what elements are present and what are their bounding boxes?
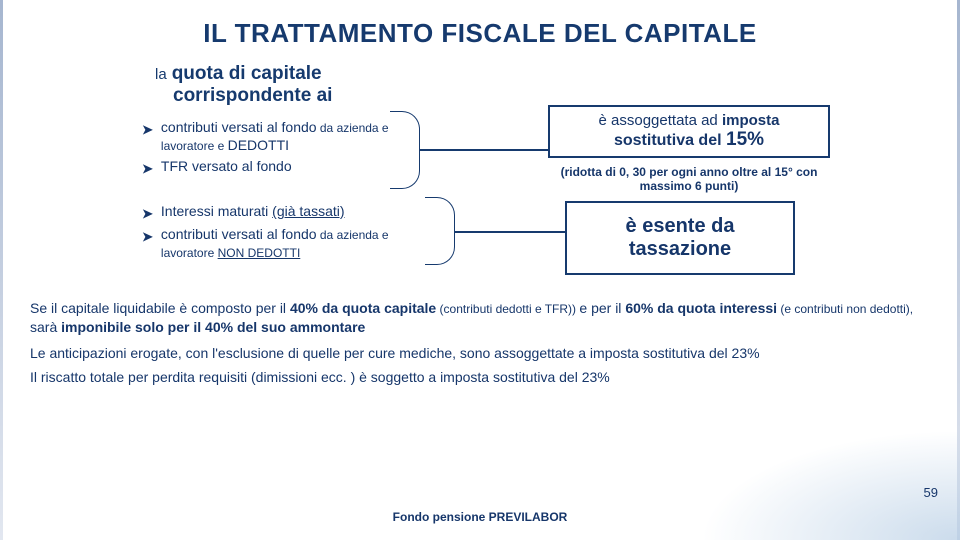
bullet-text: TFR versato al fondo (161, 158, 292, 176)
footer-text: Fondo pensione PREVILABOR (0, 510, 960, 524)
slide-title: IL TRATTAMENTO FISCALE DEL CAPITALE (30, 18, 930, 49)
result-box-b: è esente da tassazione (565, 201, 795, 275)
intro-line2: corrispondente ai (173, 85, 332, 107)
arrow-right-icon: ➤ (142, 206, 153, 222)
box-b-line1: è esente da (575, 215, 785, 238)
bullet-item: ➤ contributi versati al fondo da azienda… (142, 119, 392, 154)
bullet-group-b: ➤ Interessi maturati (già tassati) ➤ con… (142, 203, 432, 265)
box-a-subtext: (ridotta di 0, 30 per ogni anno oltre al… (548, 165, 830, 193)
bullet-item: ➤ TFR versato al fondo (142, 158, 392, 177)
box-b-line2: tassazione (575, 238, 785, 261)
bullet-group-a: ➤ contributi versati al fondo da azienda… (142, 119, 392, 181)
connector-line (420, 149, 548, 151)
result-box-a: è assoggettata ad imposta sostitutiva de… (548, 105, 830, 158)
page-number: 59 (924, 485, 938, 500)
arrow-right-icon: ➤ (142, 161, 153, 177)
connector-line (455, 231, 565, 233)
paragraph-1: Se il capitale liquidabile è composto pe… (30, 299, 930, 336)
brace-icon (390, 111, 420, 189)
bullet-text: contributi versati al fondo da azienda e… (161, 119, 392, 154)
paragraph-2: Le anticipazioni erogate, con l'esclusio… (30, 344, 930, 362)
bullet-text: contributi versati al fondo da azienda e… (161, 226, 432, 261)
intro-quota: quota di capitale (172, 63, 322, 84)
diagram-area: la quota di capitale corrispondente ai ➤… (30, 63, 930, 293)
bullet-item: ➤ Interessi maturati (già tassati) (142, 203, 432, 222)
slide: IL TRATTAMENTO FISCALE DEL CAPITALE la q… (0, 0, 960, 540)
arrow-right-icon: ➤ (142, 229, 153, 245)
paragraph-3: Il riscatto totale per perdita requisiti… (30, 368, 930, 386)
bullet-item: ➤ contributi versati al fondo da azienda… (142, 226, 432, 261)
intro-la: la (155, 66, 167, 83)
bullet-text: Interessi maturati (già tassati) (161, 203, 345, 221)
arrow-right-icon: ➤ (142, 122, 153, 138)
box-a-line1: è assoggettata ad imposta (558, 112, 820, 129)
box-a-line2: sostitutiva del 15% (558, 129, 820, 151)
intro-text: la quota di capitale corrispondente ai (155, 63, 332, 107)
brace-icon (425, 197, 455, 265)
